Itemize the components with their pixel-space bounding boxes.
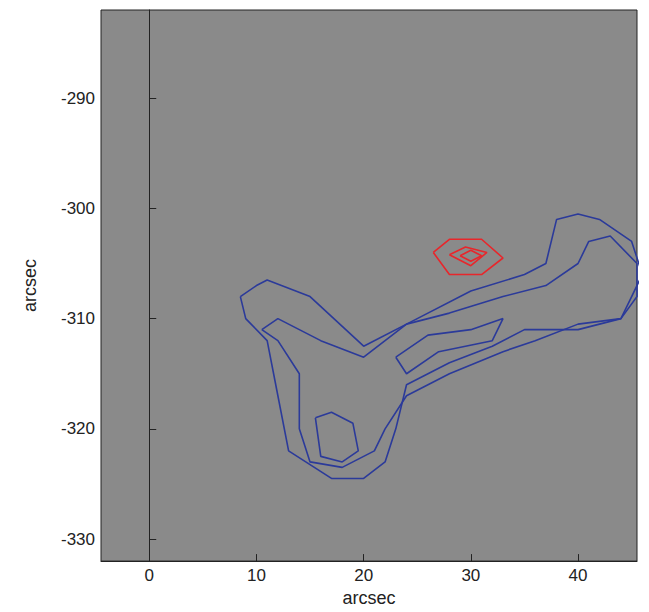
svg-text:-330: -330 [61, 530, 95, 549]
svg-text:0: 0 [145, 566, 154, 585]
svg-text:40: 40 [569, 566, 588, 585]
svg-text:-320: -320 [61, 419, 95, 438]
svg-text:30: 30 [461, 566, 480, 585]
svg-text:arcsec: arcsec [342, 588, 395, 608]
svg-text:arcsec: arcsec [20, 259, 40, 312]
svg-text:-300: -300 [61, 199, 95, 218]
svg-text:-310: -310 [61, 309, 95, 328]
svg-text:10: 10 [247, 566, 266, 585]
svg-text:20: 20 [354, 566, 373, 585]
svg-text:-290: -290 [61, 89, 95, 108]
